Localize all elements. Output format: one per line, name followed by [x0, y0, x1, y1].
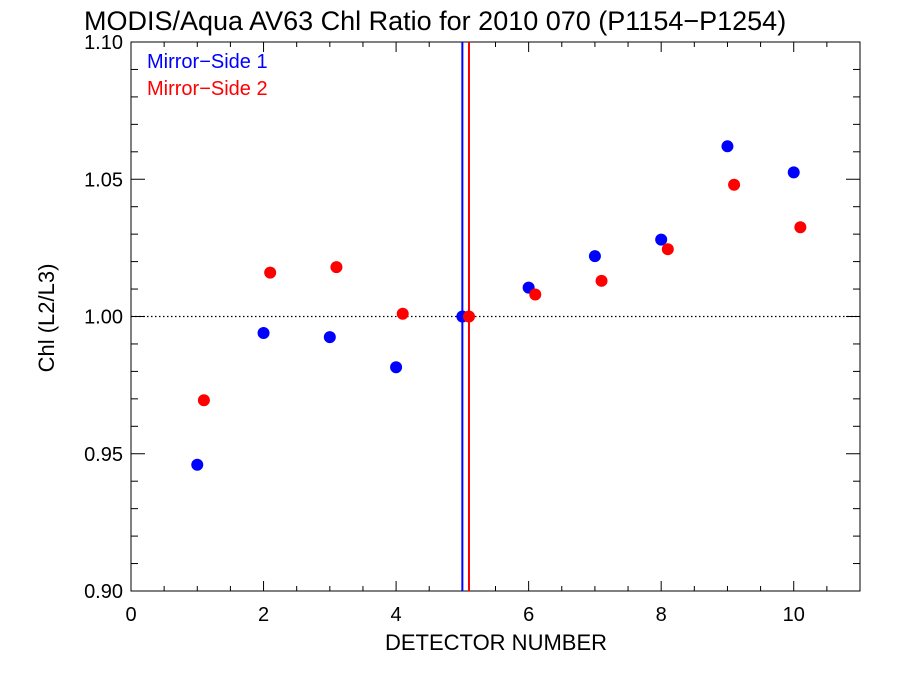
data-point-series-2: [595, 274, 608, 287]
y-tick-label: 1.00: [84, 307, 123, 329]
x-tick-label: 10: [783, 604, 805, 626]
x-tick-label: 0: [125, 604, 136, 626]
data-point-series-1: [390, 361, 403, 374]
y-tick-label: 1.10: [84, 32, 123, 54]
data-point-series-2: [197, 394, 210, 407]
y-tick-label: 1.05: [84, 169, 123, 191]
legend-entry-mirror-side-1: Mirror−Side 1: [147, 51, 268, 73]
data-point-series-2: [330, 261, 343, 274]
data-point-series-1: [588, 250, 601, 263]
data-point-series-2: [794, 221, 807, 234]
data-point-series-1: [191, 458, 204, 471]
y-tick-label: 0.90: [84, 581, 123, 603]
data-point-series-2: [728, 178, 741, 191]
data-point-series-1: [721, 140, 734, 153]
x-tick-label: 2: [258, 604, 269, 626]
x-tick-label: 4: [391, 604, 402, 626]
data-point-series-1: [257, 326, 270, 339]
x-tick-label: 6: [523, 604, 534, 626]
chart-title: MODIS/Aqua AV63 Chl Ratio for 2010 070 (…: [84, 6, 786, 36]
data-point-series-1: [323, 331, 336, 344]
x-axis-label: DETECTOR NUMBER: [385, 630, 607, 655]
data-point-series-1: [787, 166, 800, 179]
plot-area: 0 2 4 6 8 10 0.90 0.95 1.00 1.05 1.10: [84, 32, 861, 626]
data-point-series-2: [396, 307, 409, 320]
data-point-series-2: [264, 266, 277, 279]
y-axis-label: Chl (L2/L3): [34, 264, 59, 373]
data-point-series-2: [529, 288, 542, 301]
data-point-series-2: [462, 310, 475, 323]
legend: Mirror−Side 1 Mirror−Side 2: [147, 51, 268, 100]
x-tick-label: 8: [656, 604, 667, 626]
data-point-series-2: [661, 243, 674, 256]
legend-entry-mirror-side-2: Mirror−Side 2: [147, 78, 268, 100]
y-tick-label: 0.95: [84, 444, 123, 466]
data-point-series-1: [655, 233, 668, 246]
